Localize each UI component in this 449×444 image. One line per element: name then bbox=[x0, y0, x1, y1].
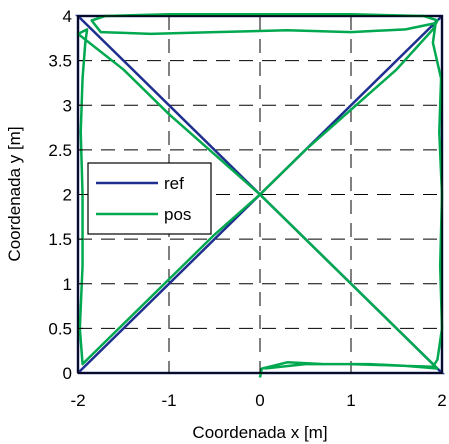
x-tick-label: -1 bbox=[161, 391, 176, 410]
x-tick-label: 0 bbox=[255, 391, 264, 410]
x-tick-label: -2 bbox=[70, 391, 85, 410]
legend-pos-label: pos bbox=[164, 205, 191, 224]
y-tick-label: 0 bbox=[63, 364, 72, 383]
y-tick-label: 3.5 bbox=[48, 52, 72, 71]
x-axis-label: Coordenada x [m] bbox=[192, 423, 327, 442]
y-tick-label: 1 bbox=[63, 275, 72, 294]
y-tick-label: 1.5 bbox=[48, 230, 72, 249]
legend-ref-label: ref bbox=[164, 174, 184, 193]
legend: ref pos bbox=[87, 162, 212, 235]
legend-box bbox=[87, 162, 212, 235]
y-tick-label: 3 bbox=[63, 96, 72, 115]
x-tick-label: 2 bbox=[437, 391, 446, 410]
axis-ticks bbox=[77, 15, 443, 374]
y-tick-label: 0.5 bbox=[48, 319, 72, 338]
y-axis-label: Coordenada y [m] bbox=[5, 126, 24, 261]
y-tick-label: 2 bbox=[63, 186, 72, 205]
tick-labels: -2 -1 0 1 2 0 0.5 1 1.5 2 2.5 3 3.5 4 bbox=[48, 7, 446, 410]
grid-lines bbox=[78, 16, 442, 373]
y-tick-label: 2.5 bbox=[48, 141, 72, 160]
x-tick-label: 1 bbox=[346, 391, 355, 410]
y-tick-label: 4 bbox=[63, 7, 72, 26]
